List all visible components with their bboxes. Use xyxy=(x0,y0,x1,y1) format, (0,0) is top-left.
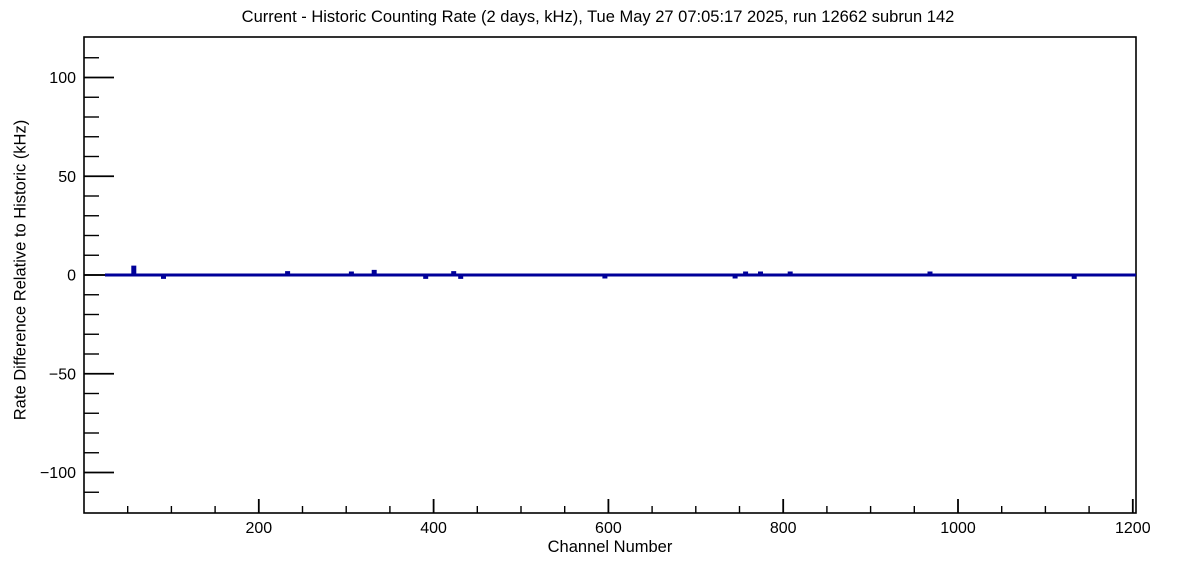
axis-ticks xyxy=(84,57,1134,513)
axis-tick-labels: 100 50 0 −50 −100 200 400 600 800 1000 1200 xyxy=(40,70,1151,537)
svg-text:0: 0 xyxy=(67,268,76,285)
svg-text:200: 200 xyxy=(245,520,272,537)
chart-title: Current - Historic Counting Rate (2 days… xyxy=(241,8,955,26)
x-axis-title: Channel Number xyxy=(547,538,673,556)
svg-text:50: 50 xyxy=(58,169,76,186)
svg-text:−100: −100 xyxy=(40,465,76,482)
svg-text:400: 400 xyxy=(420,520,447,537)
svg-text:1000: 1000 xyxy=(940,520,976,537)
svg-text:100: 100 xyxy=(49,70,76,87)
svg-text:1200: 1200 xyxy=(1115,520,1151,537)
data-line xyxy=(105,265,1136,279)
svg-text:600: 600 xyxy=(595,520,622,537)
svg-text:800: 800 xyxy=(770,520,797,537)
svg-text:−50: −50 xyxy=(49,366,76,383)
